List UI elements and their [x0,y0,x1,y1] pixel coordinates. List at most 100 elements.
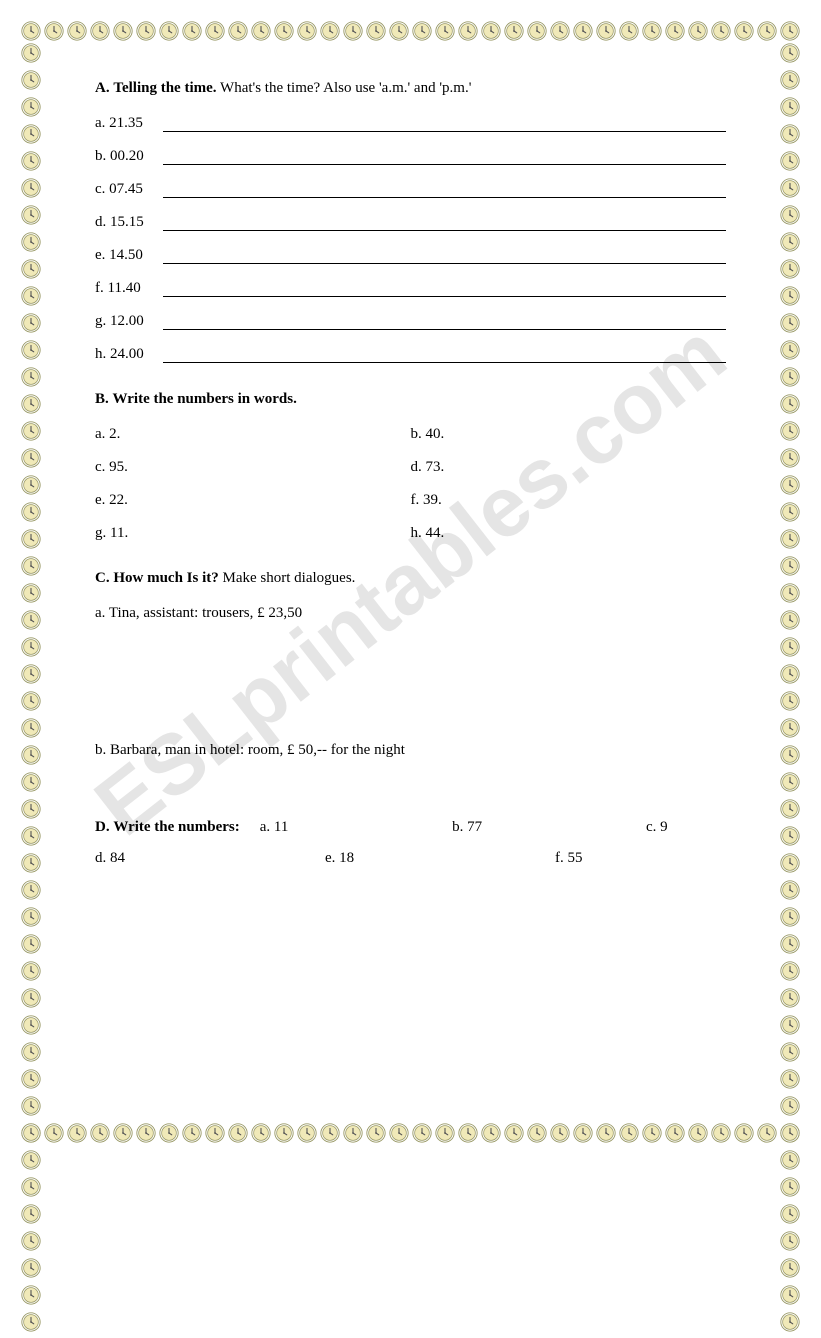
answer-line[interactable] [163,184,726,198]
clock-icon [158,20,180,47]
clock-icon [549,1122,571,1149]
clock-icon [319,20,341,47]
clock-icon [20,960,42,987]
section-d-item: c. 9 [646,819,726,836]
clock-icon [779,1311,801,1338]
clock-icon [779,204,801,231]
time-label: d. 15.15 [95,214,163,231]
section-d-heading: D. Write the numbers: [95,819,240,836]
clock-icon [20,852,42,879]
clock-icon [710,1122,732,1149]
clock-icon [779,798,801,825]
time-label: h. 24.00 [95,346,163,363]
clock-icon [181,20,203,47]
answer-line[interactable] [163,283,726,297]
time-row: e. 14.50 [95,247,726,264]
clock-icon [20,717,42,744]
clock-icon [457,1122,479,1149]
answer-line[interactable] [163,250,726,264]
clock-icon [411,1122,433,1149]
answer-line[interactable] [163,151,726,165]
time-row: c. 07.45 [95,181,726,198]
clock-icon [181,1122,203,1149]
clock-icon [20,258,42,285]
clock-icon [20,20,42,47]
clock-icon [779,609,801,636]
worksheet-content: A. Telling the time. What's the time? Al… [95,80,726,1089]
clock-icon [20,528,42,555]
clock-icon [20,420,42,447]
clock-icon [779,690,801,717]
clock-icon [20,1095,42,1122]
time-label: f. 11.40 [95,280,163,297]
clock-icon [411,20,433,47]
clock-icon [20,474,42,501]
clock-icon [20,636,42,663]
clock-icon [779,1284,801,1311]
clock-icon [779,447,801,474]
clock-icon [20,663,42,690]
clock-icon [779,636,801,663]
section-a-title: Telling the time. [113,80,216,96]
clock-icon [204,1122,226,1149]
answer-line[interactable] [163,349,726,363]
clock-icon [779,231,801,258]
clock-icon [779,42,801,69]
time-row: a. 21.35 [95,115,726,132]
clock-icon [20,1014,42,1041]
clock-icon [296,20,318,47]
clock-icon [273,20,295,47]
clock-icon [756,1122,778,1149]
clock-icon [779,906,801,933]
clock-icon [779,20,801,47]
section-a-heading: A. Telling the time. What's the time? Al… [95,80,726,97]
section-c-title: How much Is it? [113,570,218,586]
clock-icon [43,20,65,47]
section-b-letter: B. [95,391,109,407]
clock-icon [779,1122,801,1149]
clock-icon [595,20,617,47]
answer-line[interactable] [163,217,726,231]
section-d-row-1: D. Write the numbers: a. 11 b. 77 c. 9 [95,819,726,836]
clock-icon [135,20,157,47]
clock-icon [20,1311,42,1338]
clock-icon [296,1122,318,1149]
number-item: f. 39. [411,492,727,509]
clock-icon [20,906,42,933]
clock-icon [319,1122,341,1149]
clock-icon [779,1041,801,1068]
clock-icon [779,1095,801,1122]
clock-icon [779,1122,801,1149]
answer-line[interactable] [163,118,726,132]
clock-icon [365,20,387,47]
section-c-heading: C. How much Is it? Make short dialogues. [95,570,726,587]
answer-line[interactable] [163,316,726,330]
clock-icon [779,258,801,285]
clock-icon [20,987,42,1014]
clock-icon [503,1122,525,1149]
clock-icon [779,177,801,204]
clock-icon [779,150,801,177]
section-b: B. Write the numbers in words. a. 2.b. 4… [95,391,726,542]
clock-icon [20,339,42,366]
clock-icon [434,1122,456,1149]
clock-icon [779,96,801,123]
clock-icon [20,879,42,906]
clock-icon [388,20,410,47]
clock-icon [158,1122,180,1149]
clock-icon [20,1149,42,1176]
clock-icon [273,1122,295,1149]
clock-icon [779,960,801,987]
clock-icon [664,20,686,47]
clock-icon [20,393,42,420]
clock-icon [779,1068,801,1095]
clock-icon [20,231,42,258]
clock-icon [20,933,42,960]
section-a-instruction: What's the time? Also use 'a.m.' and 'p.… [220,80,471,96]
clock-icon [779,393,801,420]
time-row: b. 00.20 [95,148,726,165]
time-label: e. 14.50 [95,247,163,264]
clock-icon [227,1122,249,1149]
clock-icon [779,582,801,609]
clock-icon [664,1122,686,1149]
